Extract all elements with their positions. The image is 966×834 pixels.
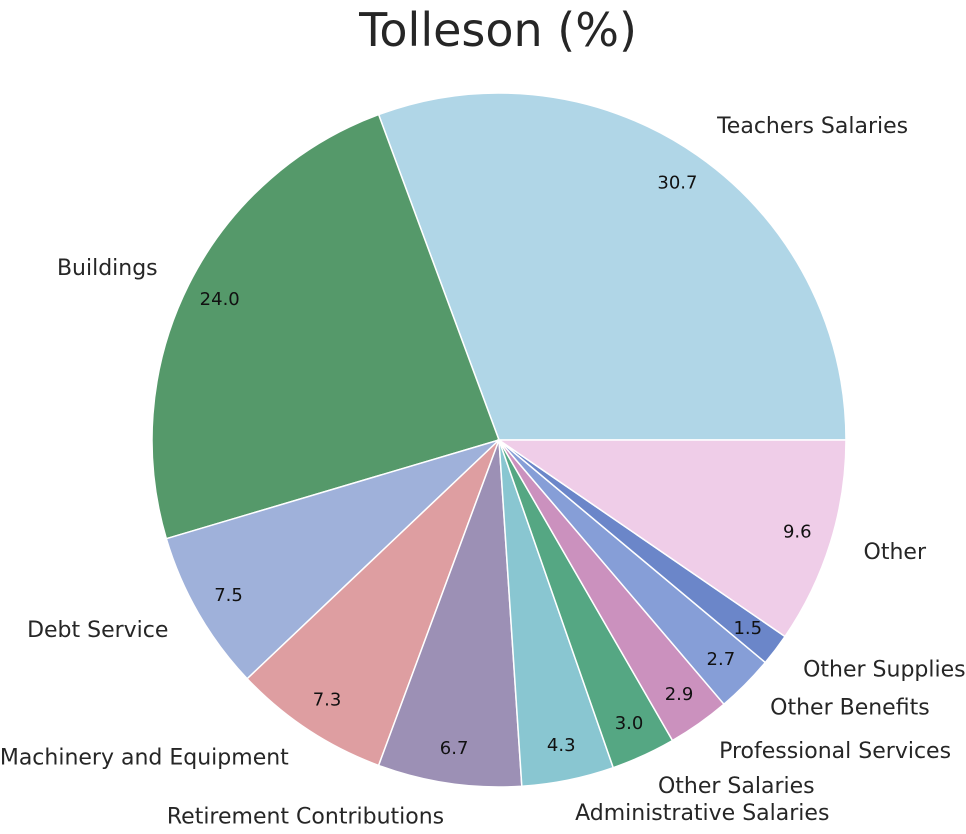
slice-category-label: Professional Services bbox=[719, 739, 951, 764]
chart-title: Tolleson (%) bbox=[358, 3, 637, 57]
slice-category-label: Retirement Contributions bbox=[167, 805, 444, 830]
slice-value-label: 1.5 bbox=[733, 618, 762, 639]
slice-value-label: 9.6 bbox=[783, 522, 812, 543]
slice-category-label: Other Salaries bbox=[658, 774, 815, 799]
pie-slice bbox=[377, 92, 847, 441]
slice-value-label: 2.7 bbox=[707, 649, 736, 670]
pie-slice bbox=[377, 439, 523, 788]
pie-slices bbox=[151, 92, 847, 788]
slice-value-label: 7.3 bbox=[313, 690, 342, 711]
slice-value-label: 6.7 bbox=[440, 738, 469, 759]
slice-category-label: Teachers Salaries bbox=[716, 114, 908, 139]
slice-value-label: 24.0 bbox=[200, 289, 240, 310]
pie-slice bbox=[246, 439, 500, 767]
slice-category-label: Administrative Salaries bbox=[575, 801, 829, 826]
pie-slice bbox=[165, 439, 500, 680]
value-labels: 30.7 24.0 7.5 7.3 6.7 4.3 3.0 2.9 2.7 1.5 9.6 bbox=[200, 173, 812, 759]
slice-value-label: 4.3 bbox=[547, 735, 576, 756]
slice-category-label: Debt Service bbox=[27, 618, 168, 643]
pie-slice bbox=[151, 113, 500, 540]
slice-category-label: Other Benefits bbox=[770, 696, 930, 721]
slice-category-label: Other Supplies bbox=[803, 658, 966, 683]
slice-category-label: Machinery and Equipment bbox=[0, 746, 289, 771]
pie-slice bbox=[496, 439, 847, 638]
slice-value-label: 7.5 bbox=[214, 585, 243, 606]
slice-category-label: Buildings bbox=[57, 256, 158, 281]
category-labels: Teachers Salaries Buildings Debt Service Ma… bbox=[0, 114, 966, 830]
slice-value-label: 2.9 bbox=[665, 684, 694, 705]
slice-category-label: Other bbox=[864, 540, 927, 565]
slice-value-label: 3.0 bbox=[615, 713, 644, 734]
slice-value-label: 30.7 bbox=[657, 173, 697, 194]
